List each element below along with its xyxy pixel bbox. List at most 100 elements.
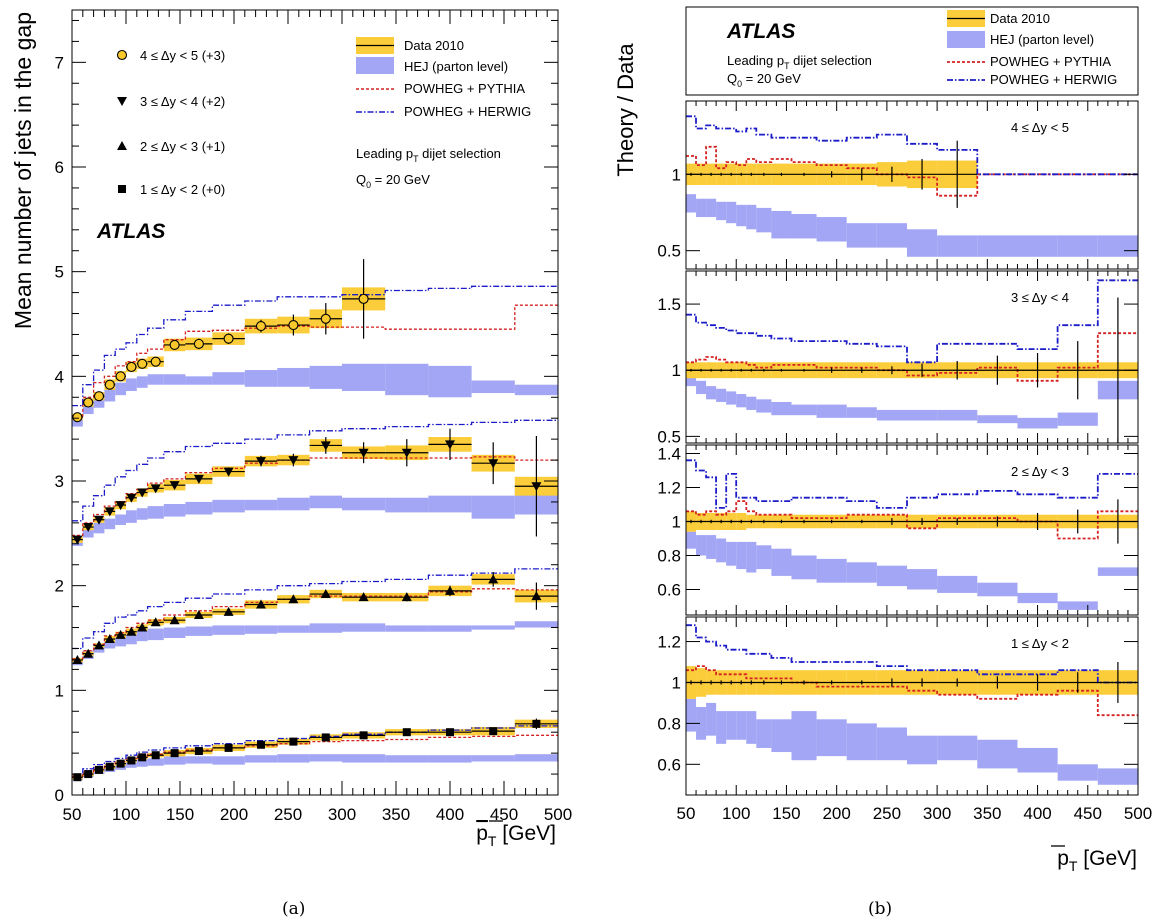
data-point [531, 482, 542, 492]
x-tick-label: 400 [436, 805, 464, 824]
data-point [115, 629, 126, 639]
hej-band [746, 541, 757, 573]
hej-band [277, 625, 310, 633]
atlas-label-a: ATLAS [96, 220, 165, 243]
data-point [151, 751, 160, 760]
hej-band [1057, 412, 1098, 426]
hej-band [937, 235, 978, 257]
x-tick-label: 150 [166, 805, 194, 824]
hej-band [428, 495, 472, 513]
legend-label: POWHEG + HERWIG [404, 104, 531, 119]
caption-a: (a) [282, 899, 306, 919]
hej-band [82, 401, 94, 415]
hej-band [816, 719, 847, 757]
data-point [115, 371, 126, 382]
hej-band [846, 723, 877, 761]
hej-band [736, 394, 747, 408]
hej-band [136, 759, 148, 767]
hej-band [126, 632, 137, 645]
hej-band [471, 380, 515, 394]
marker-legend-label: 2 ≤ Δy < 3 (+1) [140, 139, 225, 154]
hej-band [726, 541, 737, 566]
hej-band [696, 535, 707, 556]
hej-band [906, 569, 938, 590]
q0-label-a: Q0 = 20 GeV [356, 172, 430, 190]
atlas-label-b: ATLAS [726, 20, 795, 43]
hej-band [726, 711, 737, 740]
hej-band [686, 698, 697, 732]
hej-band [876, 409, 907, 421]
hej-band [977, 235, 1018, 257]
hej-band [309, 754, 342, 762]
hej-band [185, 756, 213, 764]
x-tick-label: 200 [220, 805, 248, 824]
hej-band [244, 625, 278, 634]
y-tick-label: 1 [672, 513, 681, 532]
y-tick-label: 3 [55, 472, 64, 491]
hej-band [163, 504, 186, 517]
data-point [531, 591, 542, 601]
pythia-line [686, 665, 1138, 717]
hej-band [342, 754, 386, 763]
hej-band [342, 623, 386, 632]
hej-band [212, 625, 245, 635]
hej-band [309, 495, 342, 509]
x-axis-title-b: pT [GeV] [1057, 847, 1137, 874]
hej-band [816, 217, 847, 242]
herwig-line [686, 279, 1138, 364]
data-point [117, 141, 127, 150]
hej-band [706, 535, 717, 559]
data-point [127, 756, 136, 765]
x-tick-label: 100 [722, 804, 750, 823]
hej-band [706, 386, 717, 400]
x-tick-label: 250 [873, 804, 901, 823]
legend-label: POWHEG + PYTHIA [404, 81, 525, 96]
hej-band [977, 739, 1018, 769]
hej-band [1057, 235, 1098, 257]
data-point [358, 293, 369, 304]
hej-band [716, 538, 727, 563]
data-point [126, 626, 137, 636]
hej-band [736, 711, 747, 740]
data-point [321, 733, 330, 742]
selection-label-a: Leading pT dijet selection [356, 146, 501, 164]
hej-band [514, 754, 558, 762]
hej-band [1017, 592, 1058, 604]
series-3 [72, 718, 558, 782]
ratio-panel-label: 1 ≤ Δy < 2 [1011, 636, 1069, 651]
hej-band [115, 514, 126, 525]
ratio-panel-1: 0.5 1 1.5 3 ≤ Δy < 4 [657, 270, 1139, 446]
data-point [488, 459, 499, 469]
hej-band [277, 497, 310, 511]
legend-box-b [685, 6, 1139, 96]
hej-band [716, 711, 727, 744]
hej-band [1057, 601, 1098, 610]
hej-band [385, 497, 429, 513]
data-point [445, 585, 455, 595]
hej-band [846, 562, 877, 583]
legend-label: Data 2010 [990, 11, 1050, 26]
panel-a: 50 100 150 200 250 300 350 400 450 500 0 1 2 3 4 5 6 7 Mea… [10, 9, 572, 849]
pythia-line [686, 332, 1138, 382]
hej-band [746, 204, 757, 230]
y-axis-title-b: Theory / Data [613, 43, 638, 177]
hej-band [756, 207, 772, 233]
hej-band [771, 401, 792, 416]
series-0 [72, 259, 558, 427]
hej-band [756, 399, 772, 413]
hej-band [706, 702, 717, 736]
data-point [116, 49, 128, 61]
x-tick-label: 450 [1074, 804, 1102, 823]
pythia-line [686, 145, 1138, 197]
hej-band [706, 198, 717, 218]
data-point [193, 609, 204, 619]
ratio-panel-label: 3 ≤ Δy < 4 [1011, 290, 1069, 305]
hej-band [1097, 567, 1138, 576]
data-point [289, 737, 298, 746]
hej-band [385, 755, 429, 763]
y-tick-label: 1 [672, 165, 681, 184]
data-point [193, 338, 204, 349]
data-point [72, 412, 83, 423]
hej-band [726, 391, 737, 405]
